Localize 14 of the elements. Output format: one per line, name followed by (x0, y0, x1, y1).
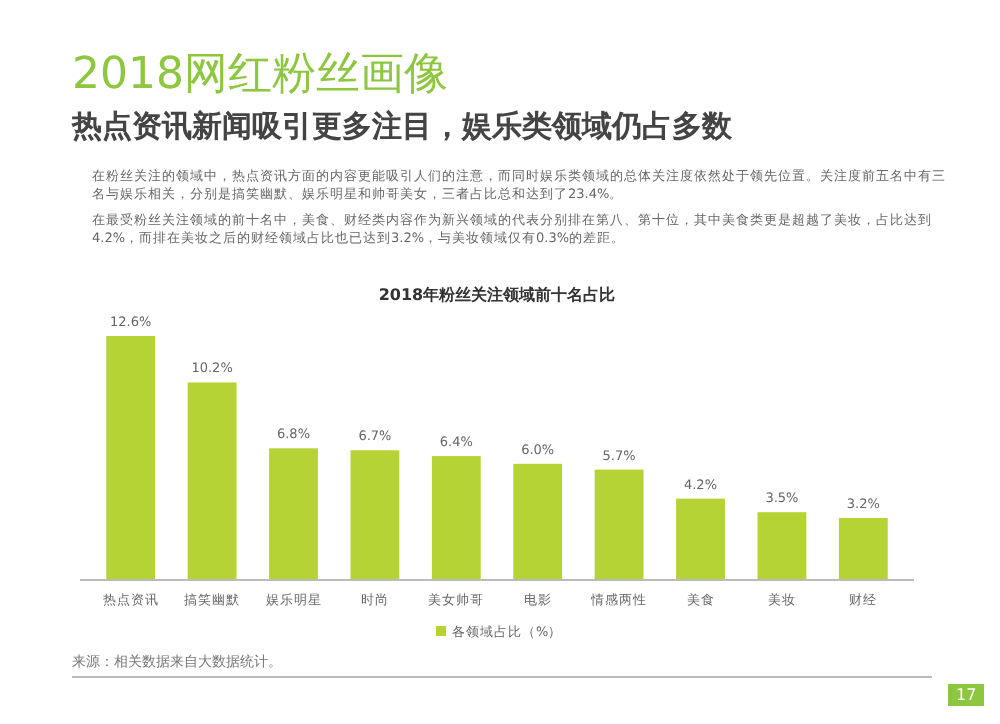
x-axis-title: 2018年粉丝关注领域前十名占比 (378, 286, 616, 304)
text: 17 (948, 684, 985, 706)
bar (676, 498, 725, 580)
bar (838, 518, 888, 580)
bar (350, 450, 400, 580)
bar (594, 469, 644, 580)
bar (513, 463, 563, 580)
bar (269, 448, 318, 580)
bar (757, 512, 807, 580)
bar (431, 456, 481, 580)
bar (106, 336, 156, 580)
bar (187, 382, 237, 580)
chart-title: 2018网红粉丝画像 (72, 48, 448, 104)
chart-subtitle: 热点资讯新闻吸引更多注目，娱乐类领域仍占多数 (72, 108, 732, 146)
